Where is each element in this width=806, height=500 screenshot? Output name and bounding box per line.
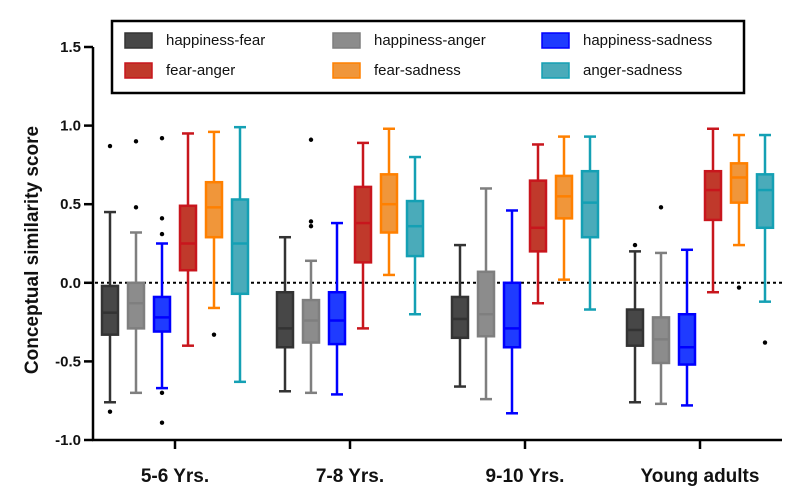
- box-iqr: [703, 169, 723, 222]
- box-iqr: [755, 173, 775, 230]
- box-happiness-fear-1: [275, 235, 295, 393]
- boxes: [100, 125, 775, 425]
- legend-label: happiness-anger: [374, 32, 486, 49]
- outlier-point: [308, 137, 314, 142]
- box-fear-anger-3: [703, 127, 723, 294]
- box-fear-anger-2: [528, 143, 548, 305]
- box-iqr: [580, 169, 600, 239]
- outlier-point: [762, 340, 768, 345]
- box-fear-sadness-0: [204, 130, 224, 337]
- box-anger-sadness-0: [230, 125, 250, 384]
- box-anger-sadness-2: [580, 135, 600, 311]
- outlier-point: [159, 231, 165, 237]
- box-iqr: [450, 295, 470, 340]
- box-fear-anger-0: [178, 132, 198, 347]
- box-iqr: [625, 308, 645, 347]
- legend-label: fear-sadness: [374, 62, 461, 79]
- outlier-point: [658, 205, 664, 210]
- legend-swatch: [541, 62, 570, 79]
- outlier-point: [308, 219, 314, 224]
- box-fear-sadness-3: [729, 133, 749, 290]
- legend-label: happiness-fear: [166, 32, 265, 49]
- legend-label: anger-sadness: [583, 62, 682, 79]
- outlier-point: [159, 420, 165, 425]
- outlier-point: [159, 216, 165, 221]
- box-iqr: [204, 180, 224, 239]
- box-happiness-sadness-1: [327, 221, 347, 396]
- box-iqr: [275, 290, 295, 349]
- box-fear-anger-1: [353, 141, 373, 330]
- y-tick-label: 0.0: [60, 275, 81, 292]
- legend-swatch: [541, 32, 570, 49]
- box-iqr: [100, 284, 120, 336]
- y-tick-label: -1.0: [55, 432, 81, 449]
- box-happiness-fear-2: [450, 243, 470, 388]
- outlier-point: [133, 139, 139, 144]
- box-iqr: [152, 295, 172, 333]
- box-anger-sadness-1: [405, 155, 425, 316]
- legend-swatch: [124, 32, 153, 49]
- legend-label: fear-anger: [166, 62, 235, 79]
- box-iqr: [126, 281, 146, 330]
- box-iqr: [178, 204, 198, 272]
- legend: happiness-fear happiness-anger happiness-s…: [110, 19, 746, 95]
- y-tick-label: 1.5: [60, 39, 81, 56]
- box-happiness-anger-2: [476, 187, 496, 401]
- box-happiness-fear-3: [625, 242, 645, 404]
- box-happiness-anger-3: [651, 205, 671, 406]
- box-happiness-fear-0: [100, 143, 120, 414]
- y-axis: -1.0 -0.5 0.0 0.5 1.0 1.5: [55, 39, 95, 449]
- box-happiness-sadness-2: [502, 209, 522, 415]
- box-iqr: [677, 312, 697, 366]
- box-happiness-anger-0: [126, 139, 146, 395]
- y-axis-title: Conceptual similarity score: [22, 126, 43, 374]
- x-tick-label: 7-8 Yrs.: [316, 466, 384, 487]
- x-tick-label: 9-10 Yrs.: [486, 466, 565, 487]
- outlier-point: [736, 285, 742, 290]
- box-iqr: [729, 162, 749, 204]
- x-axis: 5-6 Yrs. 7-8 Yrs. 9-10 Yrs. Young adults: [92, 438, 782, 487]
- legend-swatch: [124, 62, 153, 79]
- outlier-point: [159, 135, 165, 141]
- legend-swatch: [332, 32, 361, 49]
- outlier-point: [211, 332, 217, 337]
- box-happiness-sadness-0: [152, 135, 172, 425]
- box-iqr: [528, 179, 548, 253]
- outlier-point: [107, 143, 113, 149]
- box-iqr: [327, 290, 347, 346]
- x-tick-label: Young adults: [641, 466, 760, 487]
- legend-swatch: [332, 62, 361, 79]
- y-tick-label: 0.5: [60, 196, 81, 213]
- outlier-point: [133, 205, 139, 210]
- outlier-point: [308, 224, 314, 229]
- y-tick-label: -0.5: [55, 353, 81, 370]
- box-happiness-sadness-3: [677, 248, 697, 407]
- legend-label: happiness-sadness: [583, 32, 712, 49]
- box-iqr: [502, 281, 522, 349]
- box-iqr: [353, 185, 373, 264]
- outlier-point: [632, 242, 638, 248]
- y-tick-label: 1.0: [60, 118, 81, 135]
- box-iqr: [476, 270, 496, 338]
- box-happiness-anger-1: [301, 137, 321, 395]
- x-tick-label: 5-6 Yrs.: [141, 466, 209, 487]
- box-fear-sadness-1: [379, 127, 399, 277]
- outlier-point: [107, 409, 113, 414]
- box-anger-sadness-3: [755, 133, 775, 345]
- outlier-point: [159, 390, 165, 396]
- box-iqr: [230, 198, 250, 296]
- box-iqr: [405, 199, 425, 258]
- box-fear-sadness-2: [554, 135, 574, 281]
- legend-frame: [110, 19, 746, 95]
